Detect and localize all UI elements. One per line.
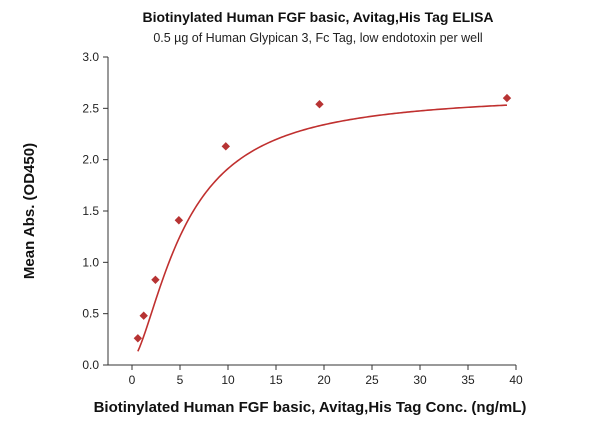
chart-subtitle: 0.5 µg of Human Glypican 3, Fc Tag, low …: [153, 31, 482, 45]
data-point: [174, 216, 184, 225]
data-point: [139, 311, 148, 320]
x-tick-label: 30: [413, 373, 427, 387]
y-tick-label: 1.5: [82, 204, 99, 218]
y-tick-label: 1.0: [82, 255, 99, 269]
data-point: [315, 100, 324, 109]
x-tick-label: 10: [221, 373, 235, 387]
x-tick-label: 5: [177, 373, 184, 387]
x-tick-label: 0: [129, 373, 136, 387]
data-point: [502, 93, 512, 103]
y-tick-label: 2.5: [82, 101, 99, 115]
axes: [107, 57, 516, 366]
y-ticks: 0.0 0.5 1.0 1.5 2.0 2.5 3.0: [82, 50, 108, 372]
x-tick-label: 15: [269, 373, 283, 387]
data-point: [151, 275, 160, 284]
y-axis-title: Mean Abs. (OD450): [21, 143, 38, 279]
chart-title: Biotinylated Human FGF basic, Avitag,His…: [142, 9, 493, 25]
x-tick-label: 20: [317, 373, 331, 387]
fit-curve: [137, 104, 508, 352]
y-tick-label: 0.0: [82, 358, 99, 372]
y-tick-label: 3.0: [82, 50, 99, 64]
x-tick-label: 25: [365, 373, 379, 387]
y-tick-label: 2.0: [82, 153, 99, 167]
y-tick-label: 0.5: [82, 307, 99, 321]
data-point: [221, 142, 230, 151]
data-points: [133, 93, 512, 343]
x-tick-label: 40: [509, 373, 523, 387]
data-point: [133, 334, 143, 343]
x-tick-label: 35: [461, 373, 475, 387]
x-ticks: 0 5 10 15 20 25 30 35 40: [129, 365, 523, 387]
x-axis-title: Biotinylated Human FGF basic, Avitag,His…: [94, 399, 527, 416]
